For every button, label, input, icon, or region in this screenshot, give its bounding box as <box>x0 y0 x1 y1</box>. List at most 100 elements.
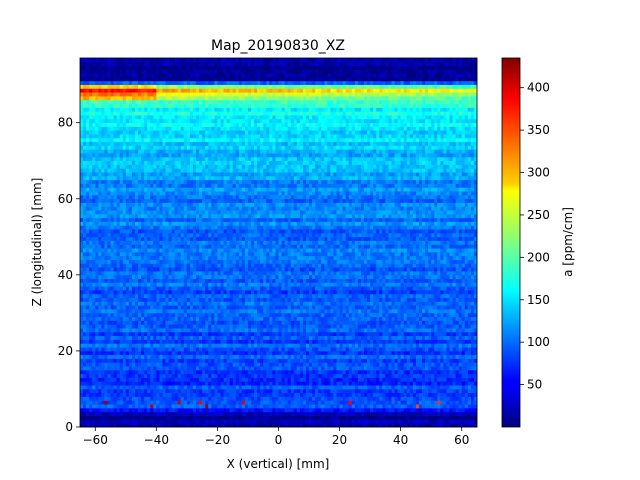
heatmap-cell <box>360 392 365 397</box>
heatmap-cell <box>177 415 182 420</box>
heatmap-cell <box>336 312 340 318</box>
heatmap-cell <box>202 373 206 378</box>
heatmap-cell <box>321 328 325 333</box>
heatmap-cell <box>98 385 102 390</box>
heatmap-cell <box>428 381 432 386</box>
heatmap-cell <box>431 388 435 394</box>
heatmap-cell <box>305 347 310 352</box>
heatmap-cell <box>351 347 356 352</box>
heatmap-cell <box>473 404 478 409</box>
heatmap-cell <box>86 331 90 337</box>
heatmap-cell <box>95 320 99 325</box>
heatmap-cell <box>351 335 356 340</box>
heatmap-cell <box>333 366 337 371</box>
heatmap-cell <box>208 411 212 416</box>
heatmap-cell <box>409 415 414 420</box>
heatmap-cell <box>134 369 139 375</box>
heatmap-cell <box>290 358 295 363</box>
heatmap-cell <box>275 396 279 401</box>
heatmap-cell <box>379 419 383 424</box>
heatmap-cell <box>275 309 279 314</box>
heatmap-cell <box>409 305 414 310</box>
heatmap-cell <box>452 396 456 401</box>
heatmap-cell <box>165 328 169 333</box>
heatmap-cell <box>418 286 423 291</box>
heatmap-cell <box>342 411 347 416</box>
heatmap-cell <box>327 419 331 424</box>
heatmap-cell <box>189 415 194 420</box>
heatmap-cell <box>412 415 417 420</box>
heatmap-cell <box>385 358 389 363</box>
heatmap-cell <box>153 423 157 428</box>
heatmap-cell <box>205 293 209 299</box>
heatmap-cell <box>244 278 249 283</box>
heatmap-cell <box>226 404 230 409</box>
heatmap-cell <box>165 320 169 325</box>
heatmap-cell <box>80 324 84 329</box>
heatmap-cell <box>147 415 151 420</box>
heatmap-cell <box>370 282 374 287</box>
heatmap-cell <box>348 366 353 371</box>
heatmap-cell <box>452 373 456 378</box>
heatmap-cell <box>367 282 371 287</box>
heatmap-cell <box>388 385 392 390</box>
heatmap-cell <box>125 305 130 310</box>
heatmap-cell <box>376 407 380 413</box>
heatmap-cell <box>98 347 102 352</box>
heatmap-cell <box>367 369 371 375</box>
heatmap-cell <box>287 354 292 359</box>
heatmap-cell <box>272 335 276 340</box>
heatmap-cell <box>131 309 136 314</box>
heatmap-cell <box>241 415 246 420</box>
heatmap-cell <box>370 366 374 371</box>
heatmap-cell <box>156 400 160 405</box>
heatmap-cell <box>397 301 401 306</box>
heatmap-cell <box>266 423 270 428</box>
heatmap-cell <box>458 316 463 321</box>
heatmap-cell <box>202 282 206 287</box>
heatmap-cell <box>302 301 307 306</box>
heatmap-cell <box>373 286 377 291</box>
heatmap-cell <box>134 335 139 340</box>
heatmap-cell <box>360 328 365 333</box>
heatmap-cell <box>168 312 172 318</box>
heatmap-cell <box>241 369 246 375</box>
heatmap-cell <box>89 347 93 352</box>
heatmap-cell <box>473 331 478 337</box>
heatmap-cell <box>86 415 90 420</box>
heatmap-cell <box>122 347 127 352</box>
heatmap-cell <box>202 381 206 386</box>
heatmap-cell <box>202 423 206 428</box>
heatmap-cell <box>397 381 401 386</box>
heatmap-cell <box>467 320 472 325</box>
heatmap-cell <box>247 316 252 321</box>
heatmap-cell <box>107 278 111 283</box>
heatmap-cell <box>422 328 426 333</box>
heatmap-cell <box>309 369 313 375</box>
heatmap-cell <box>312 388 316 394</box>
heatmap-cell <box>299 400 304 405</box>
heatmap-cell <box>92 301 96 306</box>
heatmap-cell <box>299 392 304 397</box>
heatmap-cell <box>110 286 114 291</box>
heatmap-cell <box>312 309 316 314</box>
heatmap-cell <box>235 278 240 283</box>
heatmap-cell <box>251 324 255 329</box>
heatmap-cell <box>382 290 386 295</box>
heatmap-cell <box>278 385 282 390</box>
heatmap-cell <box>315 309 319 314</box>
heatmap-cell <box>86 377 90 382</box>
heatmap-cell <box>290 362 295 367</box>
heatmap-cell <box>247 396 252 401</box>
heatmap-cell <box>449 407 453 413</box>
heatmap-cell <box>333 309 337 314</box>
heatmap-cell <box>470 301 475 306</box>
heatmap-cell <box>324 407 328 413</box>
heatmap-cell <box>211 407 215 413</box>
heatmap-cell <box>409 400 414 405</box>
heatmap-cell <box>144 328 148 333</box>
heatmap-cell <box>211 324 215 329</box>
heatmap-cell <box>351 366 356 371</box>
heatmap-cell <box>122 293 127 299</box>
heatmap-cell <box>186 305 191 310</box>
